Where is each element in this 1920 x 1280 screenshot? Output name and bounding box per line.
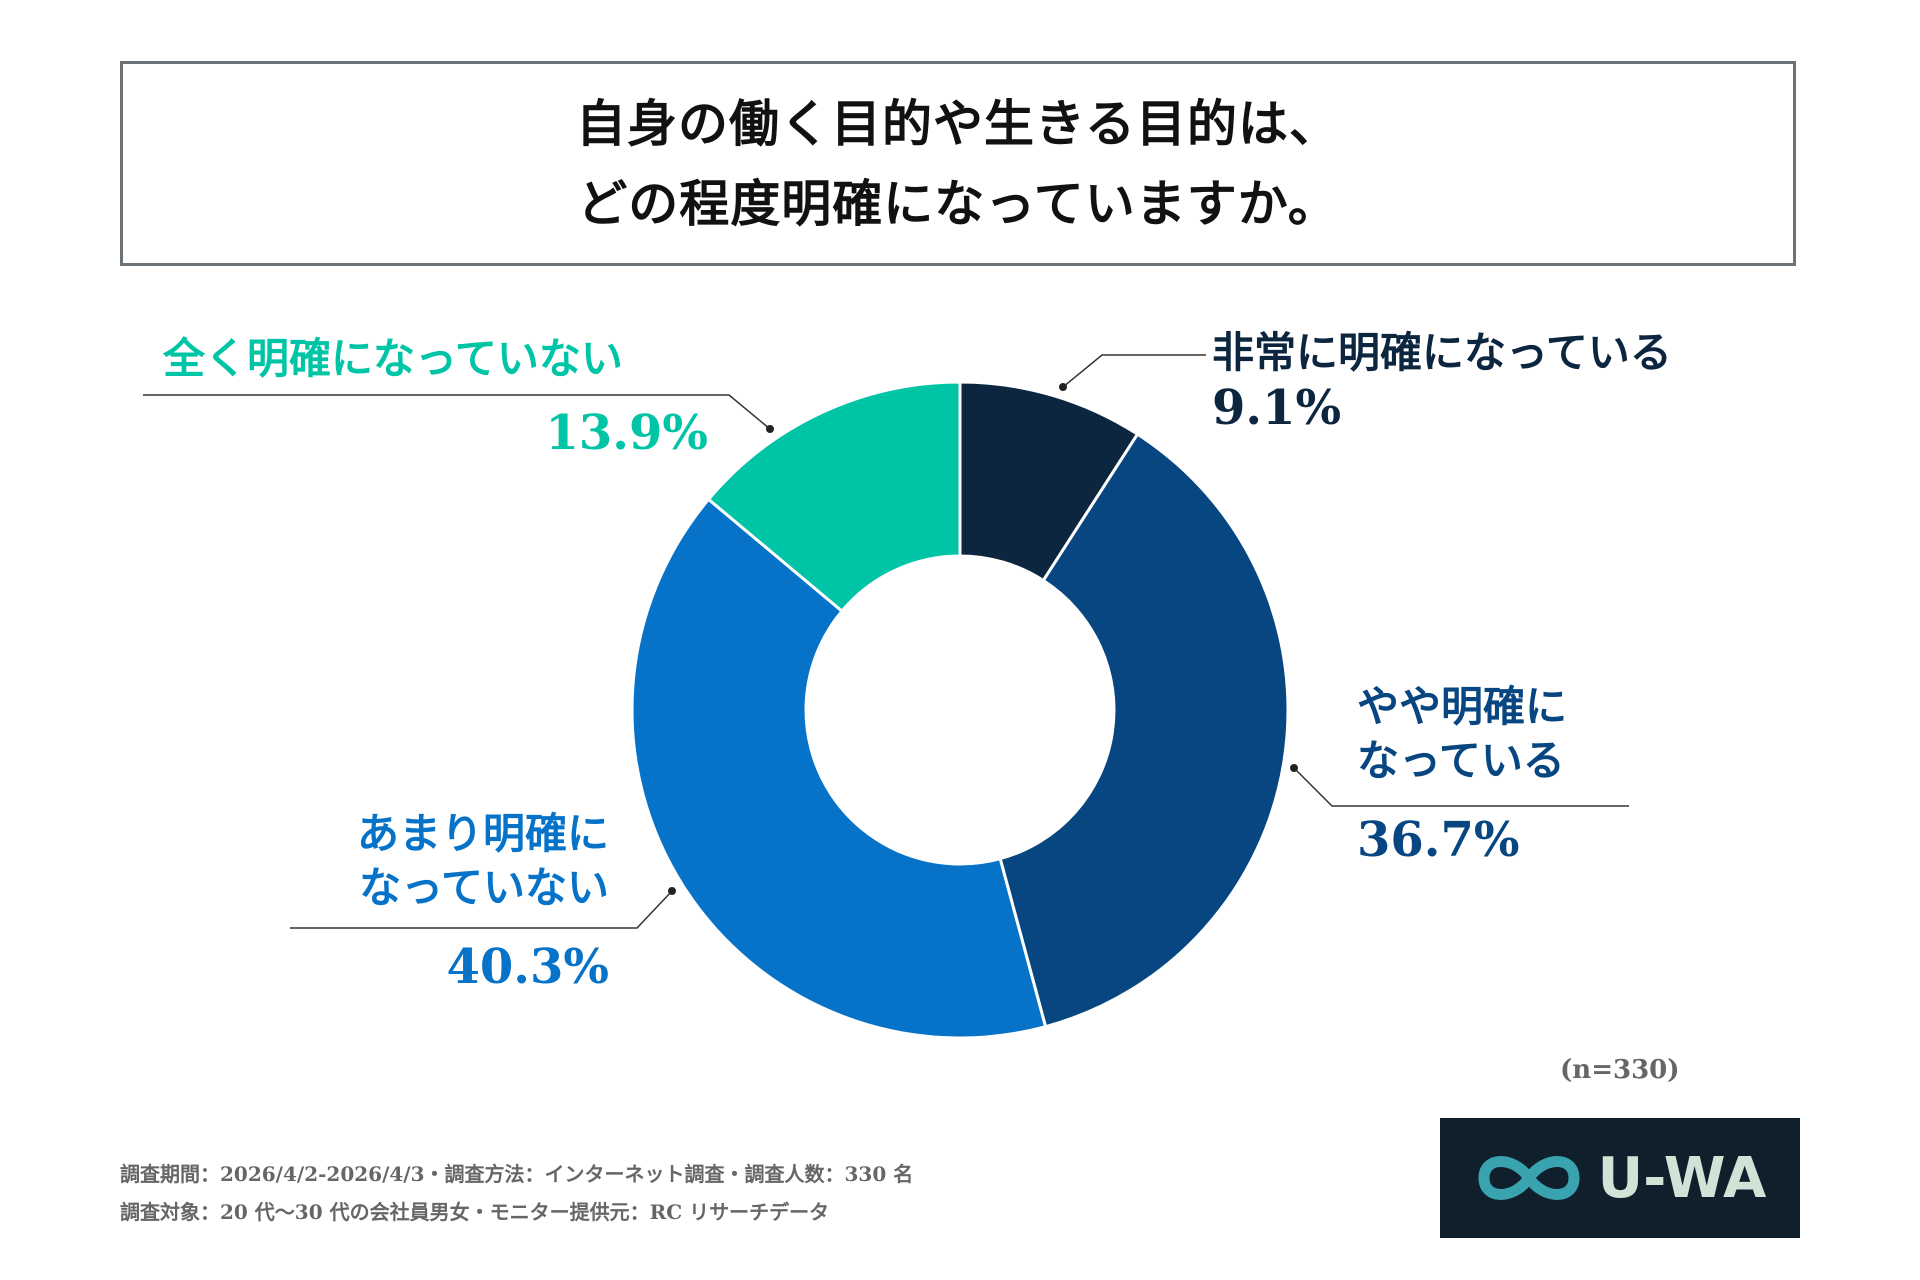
leader-dot [668, 887, 676, 895]
category-label: あまり明確に [356, 809, 609, 858]
footer-survey-target: 調査対象：20 代〜30 代の会社員男女・モニター提供元：RC リサーチデータ [120, 1200, 830, 1224]
category-label: 非常に明確になっている [1212, 328, 1672, 377]
category-label: やや明確に [1357, 682, 1568, 731]
data-label: 40.3% [446, 939, 609, 995]
leader-not-very-clear [290, 890, 673, 929]
leader-not-at-all [143, 394, 771, 430]
category-label: 全く明確になっていない [163, 334, 623, 383]
logo: U-WA [1440, 1118, 1800, 1238]
infinity-icon [1478, 1156, 1580, 1200]
footer-survey-info: 調査期間：2026/4/2-2026/4/3・調査方法：インターネット調査・調査… [120, 1162, 914, 1186]
label-not-very-clear: あまり明確に なっていない 40.3% [357, 807, 609, 995]
label-very-clear: 非常に明確になっている 9.1% [1212, 326, 1672, 436]
category-label: なっていない [359, 863, 609, 912]
leader-very-clear [1062, 354, 1206, 388]
leader-dot [766, 425, 774, 433]
leader-somewhat-clear [1293, 767, 1629, 807]
sample-size: (n=330) [1560, 1055, 1680, 1085]
leader-dot [1059, 383, 1067, 391]
data-label: 13.9% [545, 405, 708, 461]
title-line-1: 自身の働く目的や生きる目的は、 [576, 93, 1340, 153]
data-label: 9.1% [1212, 380, 1342, 436]
donut-slice [630, 497, 1048, 1040]
chart-title: 自身の働く目的や生きる目的は、 どの程度明確になっていますか。 [120, 61, 1796, 266]
label-not-at-all: 全く明確になっていない [163, 332, 623, 386]
category-label: なっている [1357, 736, 1565, 785]
donut-slice [998, 432, 1290, 1029]
title-line-2: どの程度明確になっていますか。 [577, 173, 1339, 233]
leader-dot [1290, 764, 1298, 772]
label-somewhat-clear: やや明確に なっている 36.7% [1357, 680, 1567, 868]
data-label: 36.7% [1357, 812, 1520, 868]
logo-text: U-WA [1597, 1145, 1767, 1211]
donut-slice [706, 380, 962, 614]
